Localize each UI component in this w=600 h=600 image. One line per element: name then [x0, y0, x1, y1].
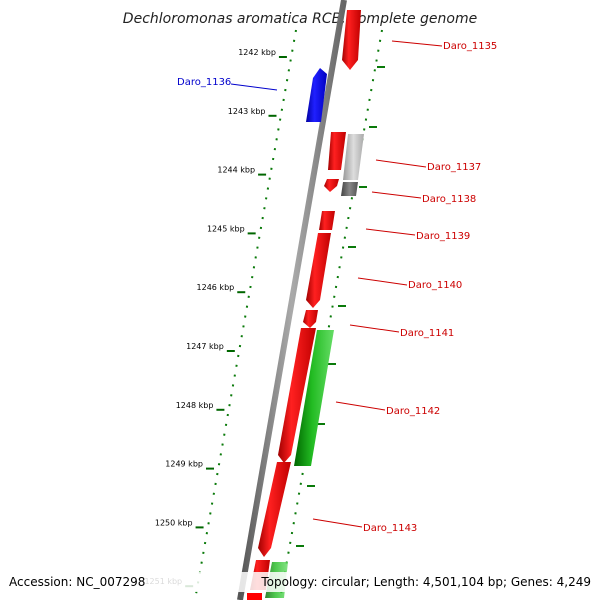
right-dotted-guide: [279, 29, 383, 600]
gene-daro-1139[interactable]: [319, 211, 335, 230]
gene-daro-1137[interactable]: [328, 132, 346, 170]
ruler-label: 1250 kbp: [155, 518, 193, 527]
label-daro-1135[interactable]: Daro_1135: [443, 41, 497, 52]
label-daro-1140[interactable]: Daro_1140: [408, 280, 462, 291]
label-daro-1137[interactable]: Daro_1137: [427, 162, 481, 173]
right-tick-marks: [296, 66, 385, 547]
gene-daro-1135[interactable]: [342, 10, 361, 70]
label-daro-1138[interactable]: Daro_1138: [422, 194, 476, 205]
gene-daro-1140[interactable]: [306, 233, 331, 308]
feature-darkgrey-block: [341, 182, 358, 196]
ruler-label: 1247 kbp: [186, 342, 224, 351]
label-daro-1139[interactable]: Daro_1139: [416, 231, 470, 242]
feature-green-block: [294, 330, 334, 466]
ruler-label: 1248 kbp: [176, 401, 214, 410]
gene-daro-1142[interactable]: [278, 328, 316, 463]
gene-daro-1138[interactable]: [324, 179, 339, 192]
footer-background: [0, 572, 600, 592]
label-daro-1142[interactable]: Daro_1142: [386, 406, 440, 417]
ruler-label: 1245 kbp: [207, 224, 245, 233]
ruler-label: 1244 kbp: [217, 166, 255, 175]
ruler-label: 1242 kbp: [238, 48, 276, 57]
ruler-label: 1249 kbp: [165, 460, 203, 469]
label-daro-1143[interactable]: Daro_1143: [363, 523, 417, 534]
gene-daro-1145[interactable]: [247, 593, 262, 600]
genome-title: Dechloromonas aromatica RCB, complete ge…: [123, 11, 477, 27]
genome-backbone: [237, 0, 347, 600]
ruler-label: 1246 kbp: [197, 283, 235, 292]
feature-grey-block: [343, 134, 364, 180]
ruler-label: 1243 kbp: [228, 107, 266, 116]
topology-text: Topology: circular; Length: 4,501,104 bp…: [260, 575, 591, 589]
label-daro-1141[interactable]: Daro_1141: [400, 328, 454, 339]
gene-daro-1141[interactable]: [303, 310, 318, 328]
gene-labels: Daro_1135 Daro_1136 Daro_1137 Daro_1138 …: [177, 40, 497, 534]
gene-daro-1136[interactable]: [306, 68, 327, 122]
kbp-ruler: 1242 kbp 1243 kbp 1244 kbp 1245 kbp 1246 kbp…: [144, 48, 287, 588]
label-daro-1136[interactable]: Daro_1136: [177, 77, 231, 88]
accession-text: Accession: NC_007298: [9, 575, 145, 589]
gene-daro-1143[interactable]: [258, 462, 291, 557]
